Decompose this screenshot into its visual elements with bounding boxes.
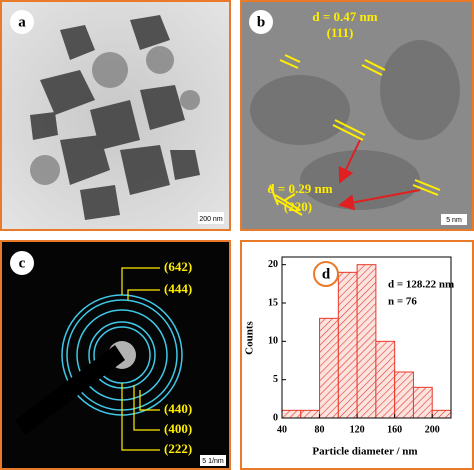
- scale-bar-label: 200 nm: [199, 216, 223, 223]
- annotation: d = 128.22 nm: [388, 279, 454, 291]
- scale-bar-label: 5 1/nm: [202, 458, 224, 465]
- x-axis-label: Particle diameter / nm: [312, 446, 417, 458]
- y-axis-label: Counts: [244, 320, 256, 354]
- ring-label: (642): [164, 259, 192, 274]
- ring-label: (440): [164, 401, 192, 416]
- panel-label: a: [18, 14, 26, 30]
- ring-label: (444): [164, 281, 192, 296]
- y-tick-label: 5: [273, 374, 278, 385]
- x-tick-label: 40: [277, 424, 287, 435]
- ring-label: (222): [164, 441, 192, 456]
- bar: [431, 409, 452, 419]
- bar: [319, 317, 339, 419]
- panel-label: d: [322, 266, 331, 282]
- y-tick-label: 0: [273, 412, 278, 423]
- x-tick-label: 80: [315, 424, 325, 435]
- bar: [281, 409, 302, 419]
- plot-frame: [281, 256, 452, 419]
- scale-bar-label: 5 nm: [446, 217, 462, 224]
- panel-label: c: [19, 255, 26, 271]
- bar: [300, 409, 321, 419]
- bar: [375, 340, 396, 419]
- panel-c: (642) (444) (440) (400) (222) 5 1/nm c: [0, 240, 231, 470]
- y-tick-label: 15: [268, 297, 278, 308]
- bar: [412, 386, 433, 419]
- x-tick-label: 120: [350, 424, 365, 435]
- panel-d: Counts Particle diameter / nm d = 128.22…: [240, 240, 474, 470]
- annotation: d = 0.47 nm: [312, 9, 377, 24]
- bar: [337, 271, 358, 419]
- panel-b: d = 0.47 nm (111) d = 0.29 nm (220) 5 nm…: [240, 0, 474, 231]
- y-tick-label: 20: [268, 259, 278, 270]
- x-tick-label: 160: [387, 424, 402, 435]
- panel-label: b: [257, 14, 265, 30]
- annotation: d = 0.29 nm: [267, 181, 332, 196]
- annotation: n = 76: [388, 296, 417, 308]
- annotation: (220): [284, 199, 312, 214]
- annotation: (111): [327, 25, 354, 40]
- bar: [356, 264, 377, 419]
- y-tick-label: 10: [268, 336, 278, 347]
- bar: [394, 371, 414, 419]
- ring-label: (400): [164, 421, 192, 436]
- panel-a: 200 nm a: [0, 0, 231, 231]
- x-tick-label: 200: [425, 424, 440, 435]
